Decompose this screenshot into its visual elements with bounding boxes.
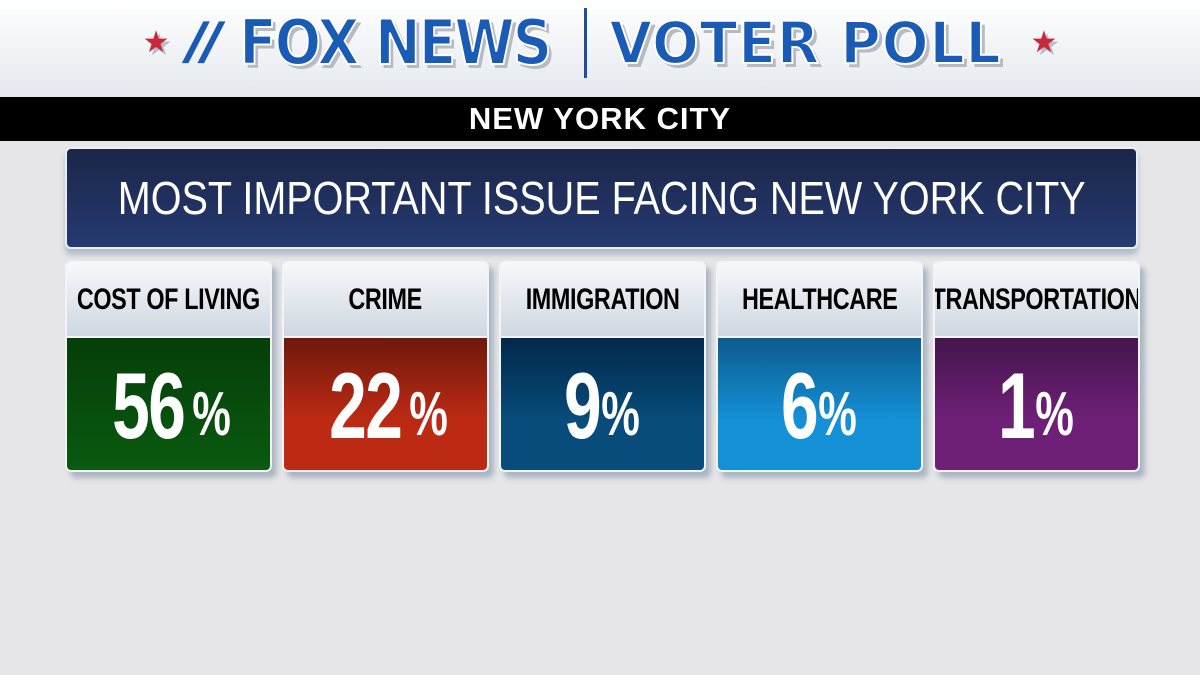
- tile-value: 56: [111, 353, 186, 458]
- tile-cost-of-living: COST OF LIVING 56%: [65, 261, 272, 472]
- tile-value: 6: [780, 353, 819, 458]
- product-name: VOTER POLL: [608, 8, 1002, 78]
- percent-sign: %: [818, 379, 857, 449]
- tile-label: CRIME: [348, 282, 423, 316]
- tile-value: 22: [328, 353, 403, 458]
- tile-value: 1: [997, 353, 1036, 458]
- percent-sign: %: [409, 379, 449, 449]
- result-tiles: COST OF LIVING 56% CRIME 22% IMMIGRATION…: [65, 261, 1140, 472]
- chart-title: MOST IMPORTANT ISSUE FACING NEW YORK CIT…: [117, 172, 1086, 224]
- tile-label: IMMIGRATION: [525, 282, 680, 316]
- star-icon: ★: [142, 26, 170, 59]
- location-bar: NEW YORK CITY: [0, 97, 1200, 141]
- header-banner: ★ // FOX NEWS VOTER POLL ★: [0, 0, 1200, 97]
- tile-label: TRANSPORTATION: [933, 282, 1140, 316]
- percent-sign: %: [192, 379, 232, 449]
- tile-label: HEALTHCARE: [741, 282, 898, 316]
- tile-healthcare: HEALTHCARE 6%: [716, 261, 923, 472]
- brand-name: FOX NEWS: [238, 5, 553, 80]
- percent-sign: %: [601, 379, 640, 449]
- chart-title-box: MOST IMPORTANT ISSUE FACING NEW YORK CIT…: [65, 147, 1138, 249]
- tile-immigration: IMMIGRATION 9%: [499, 261, 706, 472]
- percent-sign: %: [1035, 379, 1074, 449]
- fox-bolt-icon: //: [177, 11, 230, 74]
- tile-value: 9: [563, 353, 602, 458]
- tile-crime: CRIME 22%: [282, 261, 489, 472]
- divider: [583, 7, 587, 78]
- star-icon: ★: [1030, 26, 1058, 59]
- brand-logo: ★ // FOX NEWS VOTER POLL ★: [0, 5, 1200, 80]
- tile-label: COST OF LIVING: [76, 282, 261, 316]
- tile-transportation: TRANSPORTATION 1%: [933, 261, 1140, 472]
